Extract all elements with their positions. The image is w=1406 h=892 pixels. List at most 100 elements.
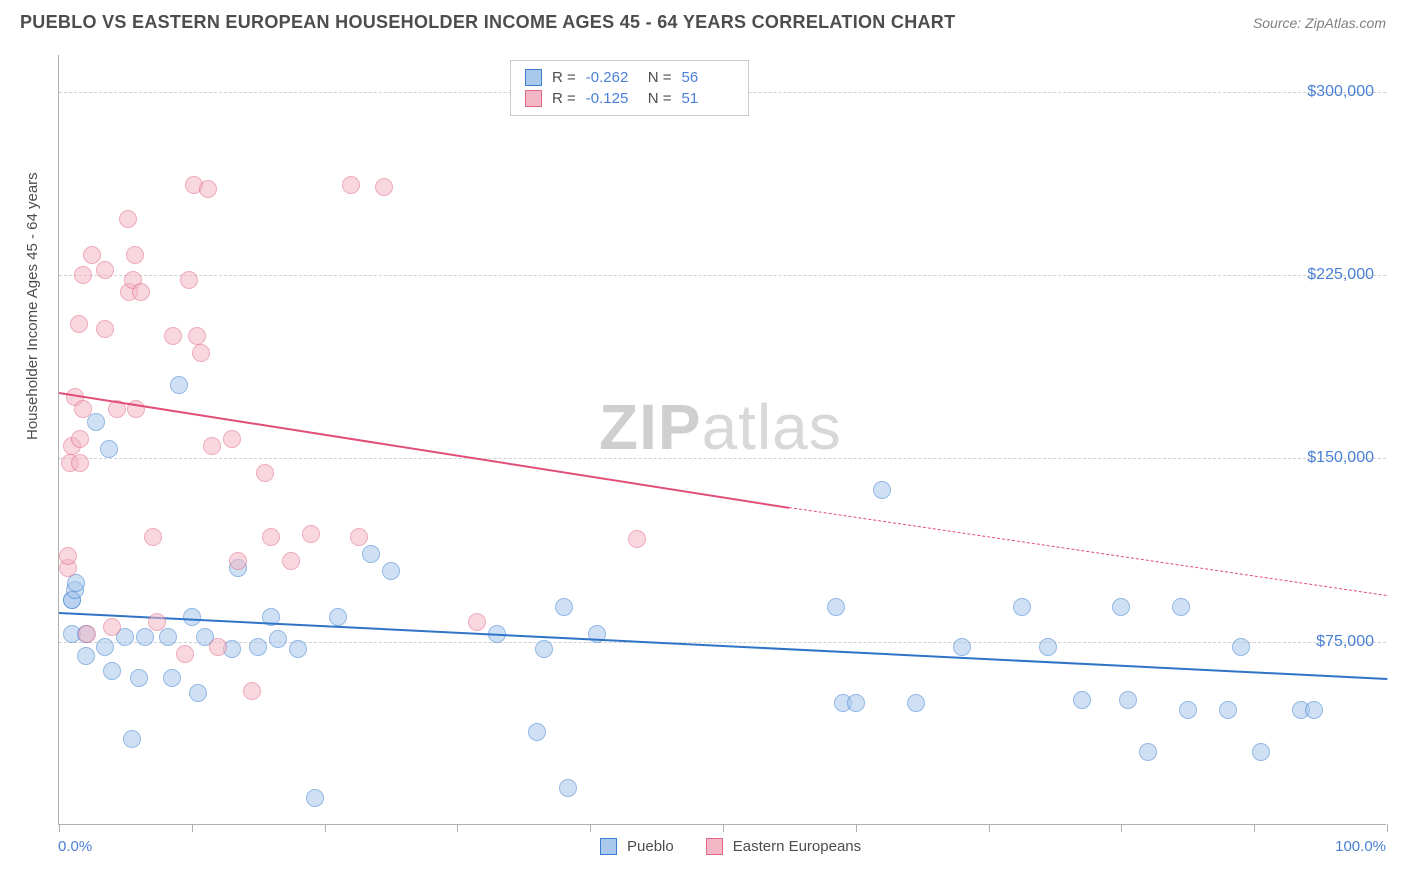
scatter-point-eastern-europeans xyxy=(103,618,121,636)
scatter-point-pueblo xyxy=(329,608,347,626)
x-tick xyxy=(1387,824,1388,832)
scatter-point-eastern-europeans xyxy=(180,271,198,289)
chart-title: PUEBLO VS EASTERN EUROPEAN HOUSEHOLDER I… xyxy=(20,12,955,33)
scatter-point-eastern-europeans xyxy=(119,210,137,228)
x-tick xyxy=(1254,824,1255,832)
scatter-point-pueblo xyxy=(362,545,380,563)
scatter-point-eastern-europeans xyxy=(262,528,280,546)
y-axis-title: Householder Income Ages 45 - 64 years xyxy=(24,172,41,440)
scatter-point-eastern-europeans xyxy=(243,682,261,700)
scatter-point-eastern-europeans xyxy=(468,613,486,631)
x-axis-min-label: 0.0% xyxy=(58,838,92,855)
scatter-point-eastern-europeans xyxy=(144,528,162,546)
scatter-point-eastern-europeans xyxy=(71,454,89,472)
legend-n-label: N = xyxy=(648,69,672,86)
scatter-point-pueblo xyxy=(1119,691,1137,709)
scatter-point-pueblo xyxy=(1139,743,1157,761)
scatter-point-pueblo xyxy=(559,779,577,797)
scatter-point-pueblo xyxy=(528,723,546,741)
x-tick xyxy=(856,824,857,832)
legend-row: R =-0.125N =51 xyxy=(525,88,734,109)
scatter-point-pueblo xyxy=(130,669,148,687)
x-tick xyxy=(989,824,990,832)
legend-swatch xyxy=(706,838,723,855)
x-tick xyxy=(590,824,591,832)
scatter-point-pueblo xyxy=(189,684,207,702)
scatter-point-eastern-europeans xyxy=(628,530,646,548)
scatter-point-pueblo xyxy=(1179,701,1197,719)
scatter-point-pueblo xyxy=(847,694,865,712)
scatter-point-pueblo xyxy=(170,376,188,394)
scatter-point-pueblo xyxy=(1172,598,1190,616)
y-tick-label: $75,000 xyxy=(1316,633,1374,651)
scatter-point-pueblo xyxy=(1219,701,1237,719)
scatter-point-eastern-europeans xyxy=(148,613,166,631)
legend-n-value: 56 xyxy=(682,69,734,86)
scatter-point-pueblo xyxy=(1112,598,1130,616)
scatter-point-pueblo xyxy=(123,730,141,748)
legend-series-label: Pueblo xyxy=(627,838,674,855)
scatter-point-eastern-europeans xyxy=(126,246,144,264)
scatter-point-eastern-europeans xyxy=(199,180,217,198)
scatter-point-eastern-europeans xyxy=(96,261,114,279)
scatter-point-eastern-europeans xyxy=(350,528,368,546)
scatter-point-eastern-europeans xyxy=(78,625,96,643)
gridline xyxy=(59,458,1386,459)
trend-line-eastern-europeans xyxy=(59,392,790,509)
scatter-point-eastern-europeans xyxy=(71,430,89,448)
legend-n-value: 51 xyxy=(682,90,734,107)
y-tick-label: $225,000 xyxy=(1307,266,1374,284)
scatter-point-eastern-europeans xyxy=(203,437,221,455)
legend-swatch xyxy=(525,90,542,107)
scatter-point-eastern-europeans xyxy=(342,176,360,194)
x-tick xyxy=(1121,824,1122,832)
legend-series: Pueblo Eastern Europeans xyxy=(600,838,883,855)
watermark-text-b: atlas xyxy=(702,391,842,463)
scatter-point-pueblo xyxy=(907,694,925,712)
scatter-point-eastern-europeans xyxy=(192,344,210,362)
source-attribution: Source: ZipAtlas.com xyxy=(1253,15,1386,31)
scatter-point-pueblo xyxy=(96,638,114,656)
scatter-point-eastern-europeans xyxy=(302,525,320,543)
watermark-text-a: ZIP xyxy=(599,391,702,463)
scatter-point-eastern-europeans xyxy=(164,327,182,345)
watermark: ZIPatlas xyxy=(599,390,842,464)
scatter-point-eastern-europeans xyxy=(209,638,227,656)
x-tick xyxy=(59,824,60,832)
scatter-point-pueblo xyxy=(87,413,105,431)
scatter-point-eastern-europeans xyxy=(74,400,92,418)
scatter-point-pueblo xyxy=(827,598,845,616)
scatter-point-pueblo xyxy=(873,481,891,499)
trend-line-eastern-europeans-dash xyxy=(789,507,1387,596)
scatter-point-eastern-europeans xyxy=(256,464,274,482)
x-axis-max-label: 100.0% xyxy=(1335,838,1386,855)
scatter-point-eastern-europeans xyxy=(176,645,194,663)
scatter-point-pueblo xyxy=(77,647,95,665)
legend-swatch xyxy=(600,838,617,855)
legend-row: R =-0.262N =56 xyxy=(525,67,734,88)
x-tick xyxy=(457,824,458,832)
scatter-point-eastern-europeans xyxy=(282,552,300,570)
legend-series-label: Eastern Europeans xyxy=(733,838,861,855)
scatter-point-eastern-europeans xyxy=(59,547,77,565)
legend-r-label: R = xyxy=(552,90,576,107)
scatter-point-pueblo xyxy=(163,669,181,687)
scatter-point-pueblo xyxy=(535,640,553,658)
scatter-point-eastern-europeans xyxy=(132,283,150,301)
scatter-point-pueblo xyxy=(555,598,573,616)
scatter-point-pueblo xyxy=(382,562,400,580)
scatter-point-pueblo xyxy=(1013,598,1031,616)
scatter-point-pueblo xyxy=(1232,638,1250,656)
scatter-point-eastern-europeans xyxy=(83,246,101,264)
legend-correlation: R =-0.262N =56R =-0.125N =51 xyxy=(510,60,749,116)
scatter-point-pueblo xyxy=(306,789,324,807)
scatter-point-eastern-europeans xyxy=(223,430,241,448)
scatter-point-pueblo xyxy=(1039,638,1057,656)
legend-n-label: N = xyxy=(648,90,672,107)
y-tick-label: $300,000 xyxy=(1307,83,1374,101)
gridline xyxy=(59,275,1386,276)
x-tick xyxy=(192,824,193,832)
scatter-point-eastern-europeans xyxy=(96,320,114,338)
scatter-point-eastern-europeans xyxy=(375,178,393,196)
x-tick xyxy=(723,824,724,832)
